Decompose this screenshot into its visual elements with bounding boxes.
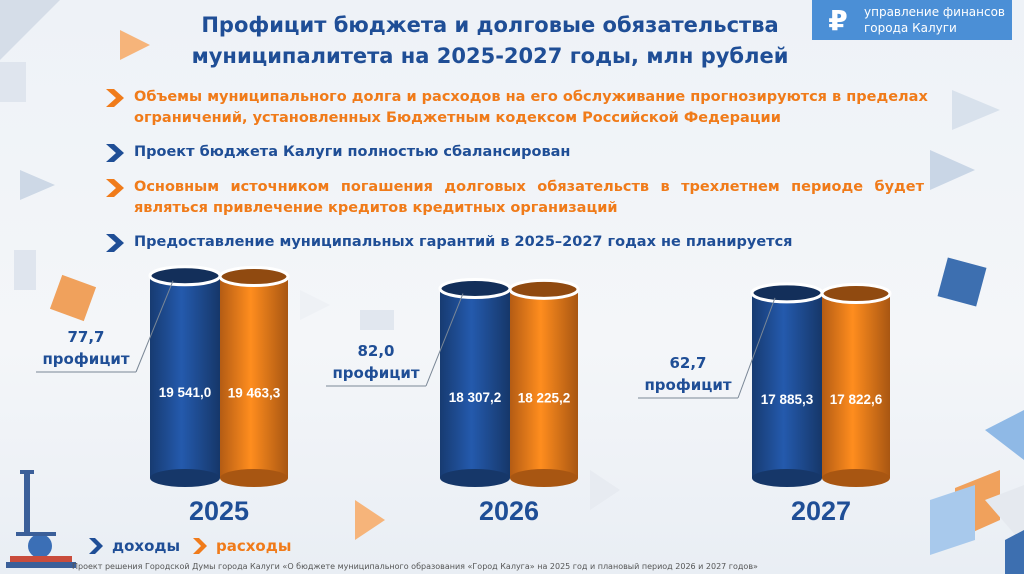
surplus-label-2027: профицит <box>644 376 731 394</box>
bar-expense-2026-base <box>510 469 578 487</box>
legend-income-label: доходы <box>112 537 181 555</box>
logo-text: управление финансов города Калуги <box>864 4 1005 36</box>
bar-income-2026-body <box>440 288 510 478</box>
legend-expense: расходы <box>190 536 291 556</box>
footer-note: Проект решения Городской Думы города Кал… <box>72 562 758 571</box>
annotation-leader-2027 <box>737 297 776 399</box>
surplus-value-2026: 82,0 <box>357 342 394 360</box>
bar-income-2025-body <box>150 275 220 478</box>
bar-income-2027-base <box>752 469 822 487</box>
bullet-1-text: Объемы муниципального долга и расходов н… <box>134 89 928 126</box>
bar-expense-2026-body <box>510 289 578 478</box>
bar-income-2027-body <box>752 292 822 478</box>
chevron-right-icon <box>89 538 103 554</box>
bar-expense-2026-top <box>508 278 580 300</box>
title-line-2: муниципалитета на 2025-2027 годы, млн ру… <box>191 44 789 68</box>
chevron-right-icon <box>106 144 124 162</box>
surplus-value-2027: 62,7 <box>669 354 706 372</box>
bar-expense-2027-base <box>822 469 890 487</box>
chevron-right-icon <box>106 89 124 107</box>
bullet-4-text: Предоставление муниципальных гарантий в … <box>134 234 793 250</box>
bar-income-2026-base <box>440 469 510 487</box>
bar-income-2026-value-label: 18 307,2 <box>449 390 502 405</box>
bar-income-2025-value-label: 19 541,0 <box>159 385 212 400</box>
surplus-label-2026: профицит <box>332 364 419 382</box>
year-label-2027: 2027 <box>791 496 851 526</box>
bar-expense-2025-value-label: 19 463,3 <box>228 385 281 400</box>
bar-income-2025-base <box>150 469 220 487</box>
bullet-3: Основным источником погашения долговых о… <box>102 177 952 219</box>
page-title: Профицит бюджета и долговые обязательств… <box>160 10 820 72</box>
bar-expense-2026-value-label: 18 225,2 <box>518 391 571 406</box>
surplus-label-2025: профицит <box>42 350 129 368</box>
ruble-icon: ₽ <box>828 3 848 37</box>
bullet-4: Предоставление муниципальных гарантий в … <box>102 232 952 254</box>
legend-income: доходы <box>86 536 180 556</box>
bar-expense-2025-base <box>220 469 288 487</box>
chevron-right-icon <box>193 538 207 554</box>
bar-income-2027-top <box>750 282 824 304</box>
annotation-leader-2025 <box>135 280 174 373</box>
annotation-leader-2026 <box>425 293 464 387</box>
title-line-1: Профицит бюджета и долговые обязательств… <box>201 13 779 37</box>
bar-income-2025-top <box>148 265 222 287</box>
bullet-2: Проект бюджета Калуги полностью сбаланси… <box>102 142 952 164</box>
logo-line-2: города Калуги <box>864 21 957 35</box>
bar-expense-2027-top <box>820 283 892 305</box>
chevron-right-icon <box>106 234 124 252</box>
legend-expense-label: расходы <box>216 537 292 555</box>
bar-income-2026-top <box>438 278 512 300</box>
bar-expense-2027-value-label: 17 822,6 <box>830 392 883 407</box>
chevron-right-icon <box>106 179 124 197</box>
bullet-3-text: Основным источником погашения долговых о… <box>134 179 924 216</box>
bullet-2-text: Проект бюджета Калуги полностью сбаланси… <box>134 144 571 160</box>
logo-banner: ₽ управление финансов города Калуги <box>812 0 1012 40</box>
year-label-2026: 2026 <box>479 496 539 526</box>
bar-income-2027-value-label: 17 885,3 <box>761 392 814 407</box>
bar-expense-2027-body <box>822 293 890 478</box>
surplus-value-2025: 77,7 <box>67 328 104 346</box>
bar-expense-2025-top <box>218 266 290 288</box>
year-label-2025: 2025 <box>189 496 249 526</box>
bar-expense-2025-body <box>220 276 288 478</box>
logo-line-1: управление финансов <box>864 5 1005 19</box>
bullet-1: Объемы муниципального долга и расходов н… <box>102 87 952 129</box>
